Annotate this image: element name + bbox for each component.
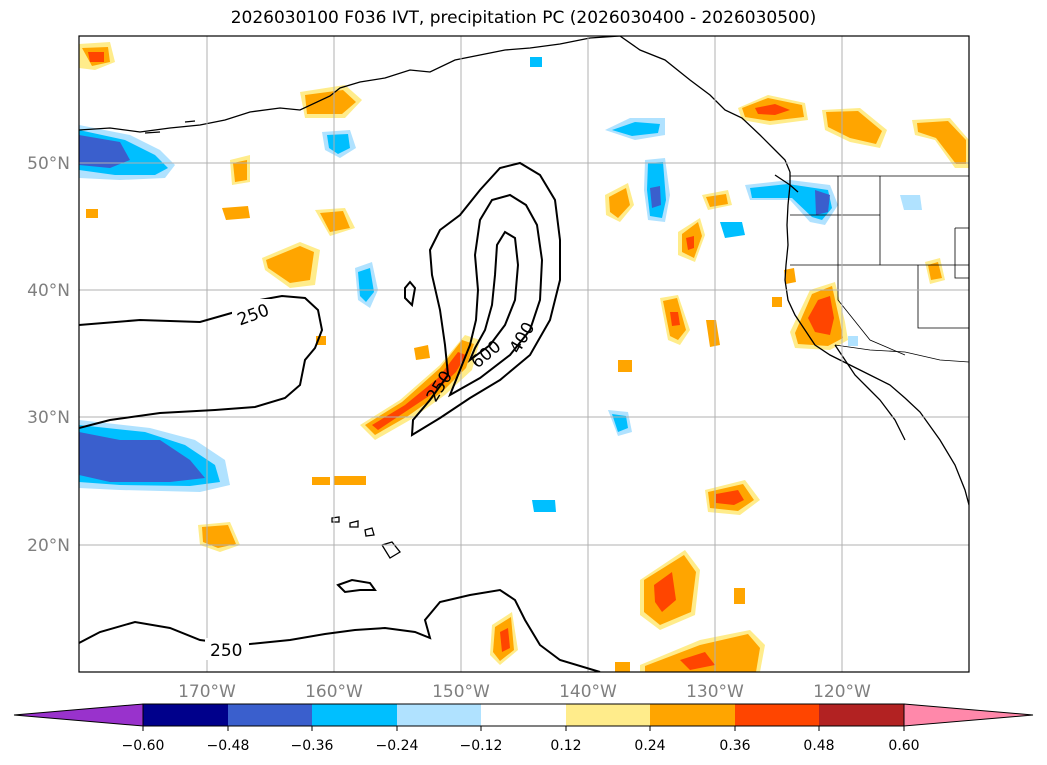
baja-coast	[834, 344, 906, 441]
lon-label-130w: 130°W	[686, 682, 744, 702]
alaska-panhandle	[619, 36, 791, 173]
cb-tick-label-8: 0.36	[719, 738, 750, 754]
cb-tick-label-9: 0.48	[803, 738, 834, 754]
lat-label-20n: 20°N	[27, 536, 70, 556]
hawaii-maui	[364, 527, 375, 537]
cb-tick-label-10: 0.60	[888, 738, 919, 754]
map-frame	[78, 35, 970, 673]
colorbar-frame	[142, 703, 905, 727]
gridlines	[79, 36, 969, 672]
colorbar-extend-high	[903, 703, 1034, 727]
pos-patch-625-365	[618, 360, 632, 372]
cb-tick-label-2: −0.48	[207, 738, 250, 754]
ivt-contour-250-jet	[410, 161, 561, 437]
state-border-6	[917, 265, 969, 329]
state-border-7	[954, 227, 969, 279]
cb-tick-label-4: −0.24	[376, 738, 419, 754]
colorbar-segment-8	[735, 704, 819, 726]
cb-tick-label-1: −0.60	[122, 738, 165, 754]
colorbar-segment-2	[228, 704, 312, 726]
hawaii-big-island	[381, 541, 401, 559]
map-title: 2026030100 F036 IVT, precipitation PC (2…	[230, 8, 817, 28]
ivt-contour-250-south	[79, 588, 601, 672]
colorbar-extend-low	[13, 703, 144, 727]
colorbar-segment-5	[481, 704, 566, 726]
ivt-label-250-b: 250	[210, 641, 242, 661]
colorbar-segment-6	[566, 704, 650, 726]
ivt-contour-small	[404, 280, 417, 308]
lon-label-150w: 150°W	[432, 682, 490, 702]
neg-patch-535-62	[530, 57, 542, 67]
ivt-contour-south-blob	[336, 578, 377, 594]
pos-patch-778-302	[772, 297, 782, 307]
cb-tick-label-3: −0.36	[291, 738, 334, 754]
lon-label-170w: 170°W	[178, 682, 236, 702]
lat-label-50n: 50°N	[27, 154, 70, 174]
longitude-axis: 170°W 160°W 150°W 140°W 130°W 120°W	[178, 682, 871, 702]
pos-patch-713-332	[706, 320, 720, 347]
lon-label-120w: 120°W	[813, 682, 871, 702]
ivt-contours	[79, 161, 601, 672]
cb-tick-label-6: 0.12	[550, 738, 581, 754]
lon-label-140w: 140°W	[559, 682, 617, 702]
pos-patch-92-213	[86, 209, 98, 218]
pos-patch-790-275	[784, 268, 796, 284]
colorbar: −0.60 −0.48 −0.36 −0.24 −0.12 0.12 0.24 …	[13, 703, 1034, 754]
pos-patch-350-480	[334, 476, 366, 485]
aleutian-island-1	[144, 131, 161, 134]
ivt-contour-250-west	[79, 294, 324, 429]
mexico-border	[834, 344, 969, 363]
cb-tick-label-5: −0.12	[460, 738, 503, 754]
map-plot-area: 250 250 250 400 600	[79, 36, 969, 672]
neg-patch-850-340	[848, 336, 858, 346]
colorbar-segment-1	[143, 704, 228, 726]
lon-label-160w: 160°W	[305, 682, 363, 702]
cb-tick-label-7: 0.24	[634, 738, 665, 754]
hawaii-kauai	[331, 516, 340, 523]
aleutian-island-2	[184, 120, 196, 123]
pos-patch-236-213	[222, 206, 250, 220]
lat-label-30n: 30°N	[27, 408, 70, 428]
pos-patch-420-355	[414, 345, 430, 360]
coastlines	[79, 36, 969, 559]
political-borders	[790, 175, 969, 363]
west-coast	[784, 172, 969, 506]
neg-patch-905-200	[900, 195, 922, 210]
colorbar-segment-4	[397, 704, 481, 726]
ivt-contour-600	[467, 230, 520, 363]
alaska-coast	[79, 36, 621, 133]
neg-patch-543-506	[532, 500, 556, 512]
precip-anomaly-patches	[79, 42, 969, 672]
pos-patch-330-480	[312, 477, 330, 485]
lat-label-40n: 40°N	[27, 281, 70, 301]
hawaii-oahu	[349, 520, 359, 528]
neg-patch-730-228	[720, 222, 745, 238]
colorbar-segment-3	[312, 704, 397, 726]
pos-patch-740-596	[734, 588, 745, 604]
colorbar-segment-7	[650, 704, 735, 726]
state-border-5	[837, 265, 906, 356]
latitude-axis: 50°N 40°N 30°N 20°N	[27, 154, 70, 556]
colorbar-segment-9	[819, 704, 904, 726]
vancouver-island	[774, 174, 799, 193]
ivt-contour-400	[448, 193, 544, 398]
pos-patch-625-668	[615, 662, 630, 672]
colorbar-ticks	[142, 726, 905, 731]
